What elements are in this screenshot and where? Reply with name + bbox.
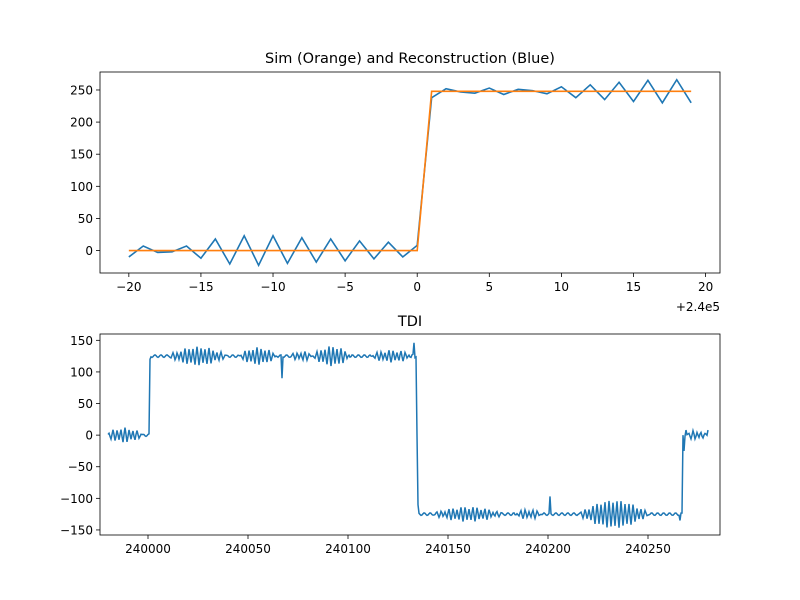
x-tick-label: 5 <box>485 280 493 294</box>
y-tick-label: 50 <box>78 397 93 411</box>
bottom-chart-axes: 240000 240050 240100 240150 240200 240250 −150… <box>60 333 721 556</box>
x-tick-label: 240100 <box>325 542 371 556</box>
y-tick-label: −100 <box>60 492 93 506</box>
x-tick-label: −5 <box>336 280 354 294</box>
y-tick-label: −150 <box>60 523 93 537</box>
x-tick-label: 0 <box>413 280 421 294</box>
y-tick-label: 100 <box>70 180 93 194</box>
x-tick-label: 240150 <box>425 542 471 556</box>
bottom-chart-title: TDI <box>397 314 422 330</box>
y-tick-label: 0 <box>85 244 93 258</box>
bottom-chart: TDI 240000 240050 240100 240150 240200 240250… <box>60 314 721 556</box>
top-chart: Sim (Orange) and Reconstruction (Blue) −… <box>70 51 721 314</box>
y-tick-label: 150 <box>70 148 93 162</box>
x-tick-label: 20 <box>698 280 713 294</box>
sim-series-line <box>128 90 692 252</box>
x-tick-label: 15 <box>626 280 641 294</box>
x-tick-label: 240200 <box>525 542 571 556</box>
x-tick-label: 240050 <box>225 542 271 556</box>
top-chart-x-offset: +2.4e5 <box>676 300 720 314</box>
plot-frame <box>99 333 721 536</box>
x-tick-label: 240000 <box>125 542 171 556</box>
y-tick-label: 150 <box>70 334 93 348</box>
x-tick-label: −15 <box>188 280 213 294</box>
y-tick-label: 50 <box>78 212 93 226</box>
y-tick-label: 0 <box>85 429 93 443</box>
x-tick-label: −20 <box>116 280 141 294</box>
x-tick-label: 240250 <box>625 542 671 556</box>
tdi-series-line <box>107 342 709 528</box>
top-chart-marks <box>128 78 692 268</box>
y-tick-label: 250 <box>70 83 93 97</box>
y-tick-label: 100 <box>70 365 93 379</box>
x-tick-label: −10 <box>260 280 285 294</box>
y-tick-label: −50 <box>68 460 93 474</box>
plot-frame <box>99 71 721 274</box>
bottom-chart-marks <box>107 342 709 528</box>
top-chart-title: Sim (Orange) and Reconstruction (Blue) <box>265 51 555 67</box>
x-tick-label: 10 <box>554 280 569 294</box>
y-tick-label: 200 <box>70 116 93 130</box>
reconstruction-series-line <box>128 78 692 268</box>
